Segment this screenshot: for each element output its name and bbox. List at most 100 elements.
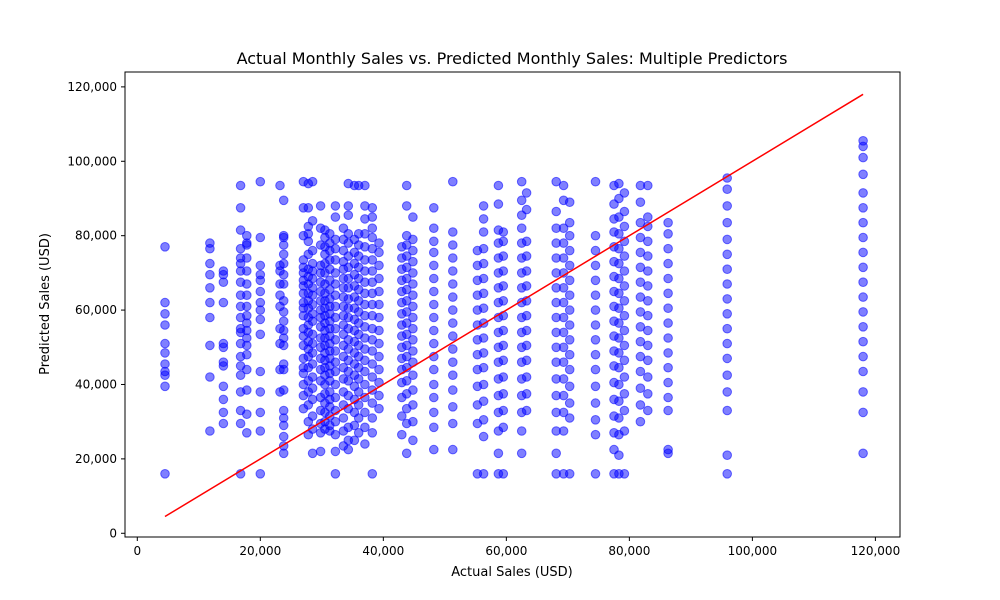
data-point [255,269,266,280]
data-point [307,394,318,405]
data-point [367,266,378,276]
data-point [619,188,630,198]
data-point [619,372,630,382]
data-point [401,240,412,250]
data-point [858,366,868,377]
data-point [429,338,439,349]
data-point [619,355,630,366]
data-point [408,312,418,323]
data-point [397,411,407,421]
data-point [242,428,252,438]
data-point [590,349,601,360]
x-tick-label: 40,000 [362,544,404,558]
data-point [635,366,646,377]
data-point [564,197,575,207]
data-point [635,351,646,362]
data-point [374,247,384,258]
data-point [349,420,360,431]
data-point [614,450,624,461]
data-point [643,372,653,382]
data-point [564,381,575,392]
data-point [160,359,170,369]
data-point [448,331,458,341]
data-point [278,307,289,317]
data-point [367,398,378,408]
data-point [401,329,412,340]
data-point [360,407,370,418]
data-point [367,232,378,243]
data-point [360,229,370,239]
data-point [367,372,378,382]
data-point [367,469,378,479]
data-point [205,372,215,382]
data-point [614,333,624,343]
data-point [242,349,252,360]
data-point [564,290,575,301]
data-point [643,296,653,306]
data-point [478,288,489,299]
data-point [521,236,532,247]
data-point [663,217,673,228]
data-point [255,232,266,243]
data-point [663,333,673,343]
data-point [590,469,601,479]
data-point [858,217,868,228]
data-point [722,249,733,260]
data-point [635,400,646,410]
data-point [858,136,868,146]
data-point [635,307,646,317]
data-point [614,396,624,407]
data-point [614,258,624,269]
data-point [242,230,252,241]
data-point [448,344,458,354]
data-point [722,353,733,364]
data-point [255,387,266,397]
data-point [643,340,653,351]
data-point [338,413,349,423]
data-point [498,236,509,247]
data-point [619,426,630,436]
data-point [643,310,653,321]
data-point [242,310,252,321]
x-tick-label: 20,000 [239,544,281,558]
data-point [614,178,624,189]
data-point [722,450,733,461]
data-point [643,389,653,399]
data-point [558,283,569,293]
data-point [218,266,229,276]
data-point [160,309,170,319]
data-point [722,309,733,319]
data-point [401,318,412,328]
data-point [498,469,509,479]
data-point [663,273,673,284]
data-point [160,348,170,358]
data-point [408,416,418,427]
data-point [521,389,532,399]
data-point [551,206,562,217]
data-point [315,446,326,457]
data-point [307,411,318,421]
data-point [330,366,341,377]
data-point [307,383,318,394]
data-point [858,247,868,258]
data-point [614,318,624,328]
data-point [307,309,318,319]
data-point [360,422,370,433]
data-point [478,379,489,390]
data-point [408,346,418,356]
data-point [255,314,266,325]
data-point [564,320,575,330]
x-axis-label: Actual Sales (USD) [451,565,573,580]
data-point [429,392,439,403]
data-point [448,357,458,368]
data-point [858,188,868,198]
data-point [367,359,378,369]
x-tick-label: 120,000 [851,544,901,558]
data-point [663,444,673,455]
data-point [521,340,532,351]
y-axis: 0 20,000 40,000 60,000 80,000 100,000 120,000 [67,80,125,540]
data-point [330,312,341,323]
data-point [564,260,575,271]
data-point [478,333,489,343]
data-point [663,258,673,269]
